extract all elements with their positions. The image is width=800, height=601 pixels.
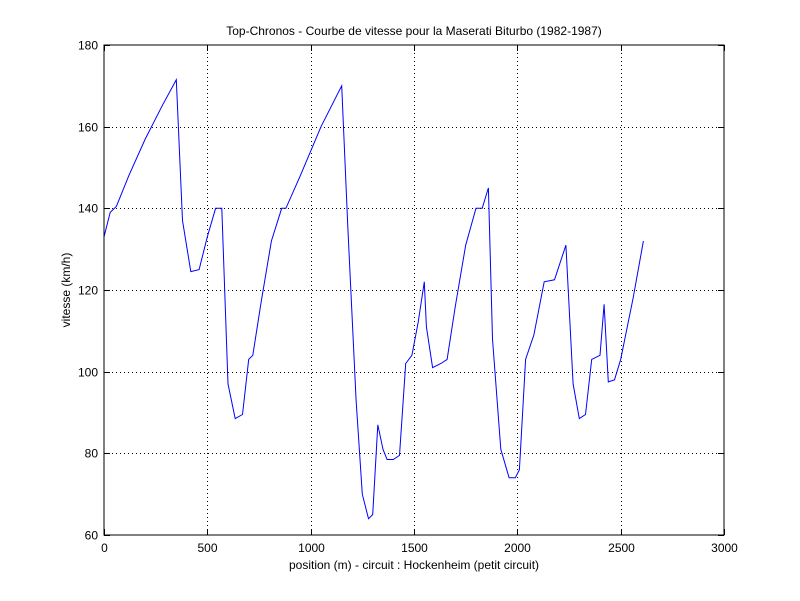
x-tick-label: 1500 [401,541,428,555]
y-tick-label: 100 [78,366,98,380]
x-tick-label: 3000 [711,541,738,555]
y-tick-label: 140 [78,202,98,216]
x-tick-label: 2000 [504,541,531,555]
y-tick-label: 120 [78,284,98,298]
y-tick-label: 160 [78,121,98,135]
series-layer [103,77,644,520]
x-axis-label: position (m) - circuit : Hockenheim (pet… [289,558,539,572]
chart-title: Top-Chronos - Courbe de vitesse pour la … [226,24,602,38]
x-tick-label: 2500 [608,541,635,555]
x-tick-label: 1000 [298,541,325,555]
speed-series-line [103,77,644,520]
y-tick-label: 60 [85,529,99,543]
ticks: 0 500 1000 1500 2000 2500 3000 60 80 100 120 140 160… [78,39,738,556]
y-axis-label: vitesse (km/h) [59,253,73,328]
y-tick-label: 80 [85,447,99,461]
x-tick-label: 0 [101,541,108,555]
x-tick-label: 500 [197,541,217,555]
grid [104,45,724,535]
y-tick-label: 180 [78,39,98,53]
